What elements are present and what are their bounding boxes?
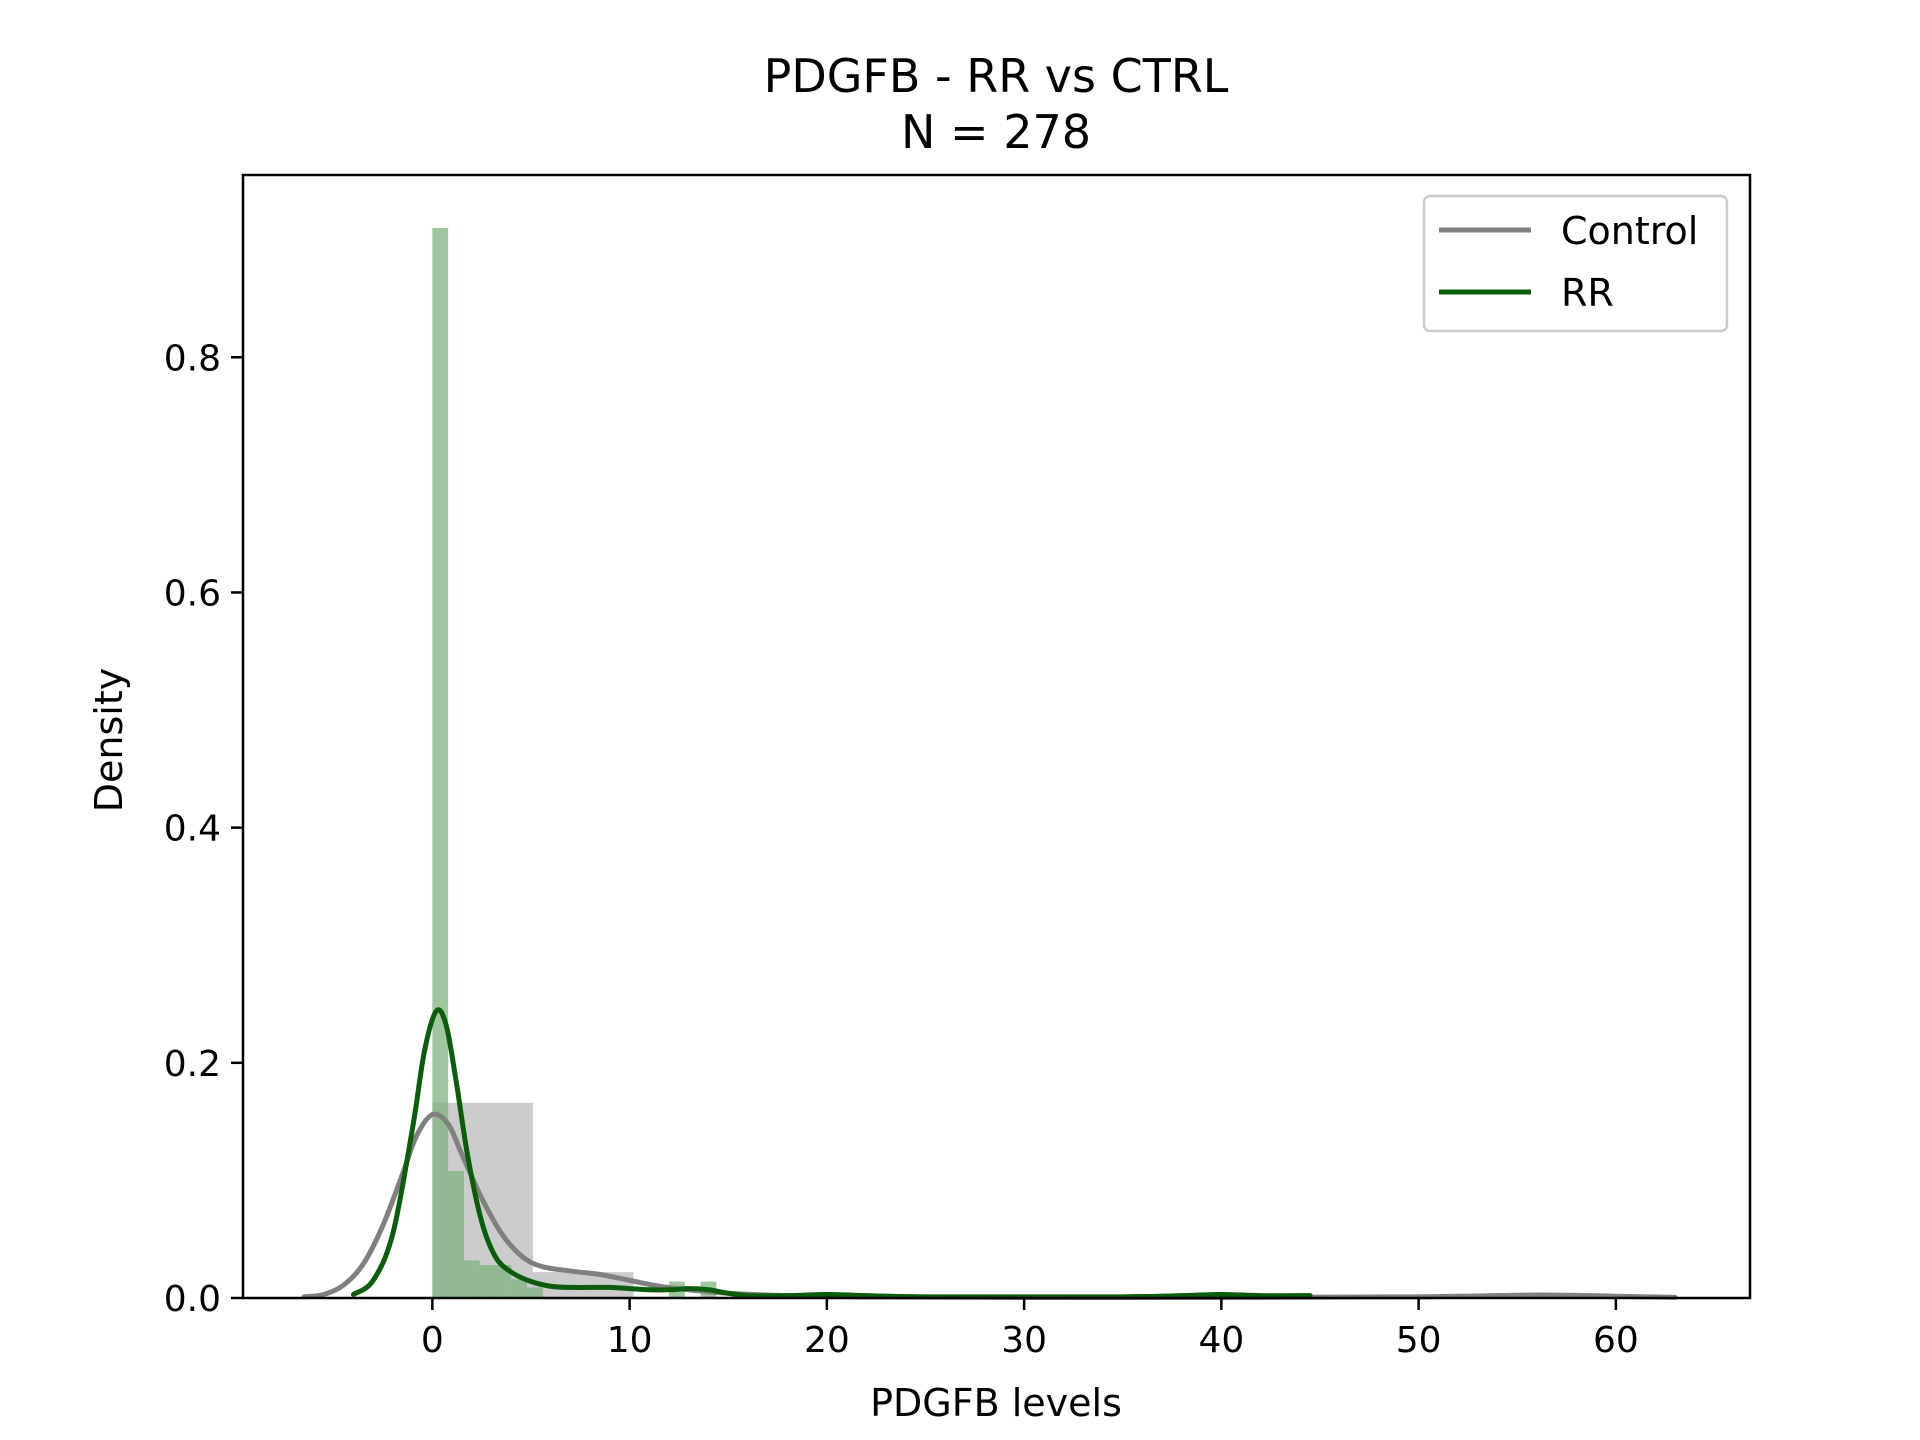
x-tick-label-60: 60 <box>1593 1320 1639 1361</box>
y-tick-label-3: 0.6 <box>164 573 221 614</box>
plot-area <box>301 227 1679 1300</box>
x-tick-label-50: 50 <box>1396 1320 1442 1361</box>
y-tick-label-2: 0.4 <box>164 809 221 850</box>
histogram-bar-rr-4 <box>495 1265 512 1298</box>
histogram-bar-rr-1 <box>448 1171 464 1298</box>
x-tick-label-20: 20 <box>804 1320 850 1361</box>
x-axis-ticks: 0 10 20 30 40 50 60 <box>421 1298 1639 1361</box>
histogram-bar-rr-5 <box>511 1279 528 1298</box>
x-tick-label-0: 0 <box>421 1320 444 1361</box>
histogram-bar-rr-6 <box>527 1287 543 1298</box>
x-tick-label-40: 40 <box>1198 1320 1244 1361</box>
y-axis-label: Density <box>87 668 131 812</box>
histogram-bar-rr-3 <box>479 1265 496 1298</box>
histogram-bar-rr-0 <box>432 227 449 1298</box>
y-tick-label-1: 0.2 <box>164 1044 221 1085</box>
histogram-bar-rr-2 <box>463 1260 480 1298</box>
chart-title: PDGFB - RR vs CTRL <box>764 49 1229 103</box>
y-tick-label-0: 0.0 <box>164 1279 221 1320</box>
chart-subtitle: N = 278 <box>901 105 1091 159</box>
legend-label-rr: RR <box>1561 271 1614 315</box>
x-tick-label-30: 30 <box>1001 1320 1047 1361</box>
legend: Control RR <box>1422 194 1729 333</box>
x-axis-label: PDGFB levels <box>870 1381 1122 1425</box>
plot-frame <box>241 173 1752 1300</box>
x-tick-label-10: 10 <box>607 1320 653 1361</box>
y-axis-ticks: 0.0 0.2 0.4 0.6 0.8 <box>164 338 243 1320</box>
y-tick-label-4: 0.8 <box>164 338 221 379</box>
legend-label-control: Control <box>1561 209 1698 253</box>
